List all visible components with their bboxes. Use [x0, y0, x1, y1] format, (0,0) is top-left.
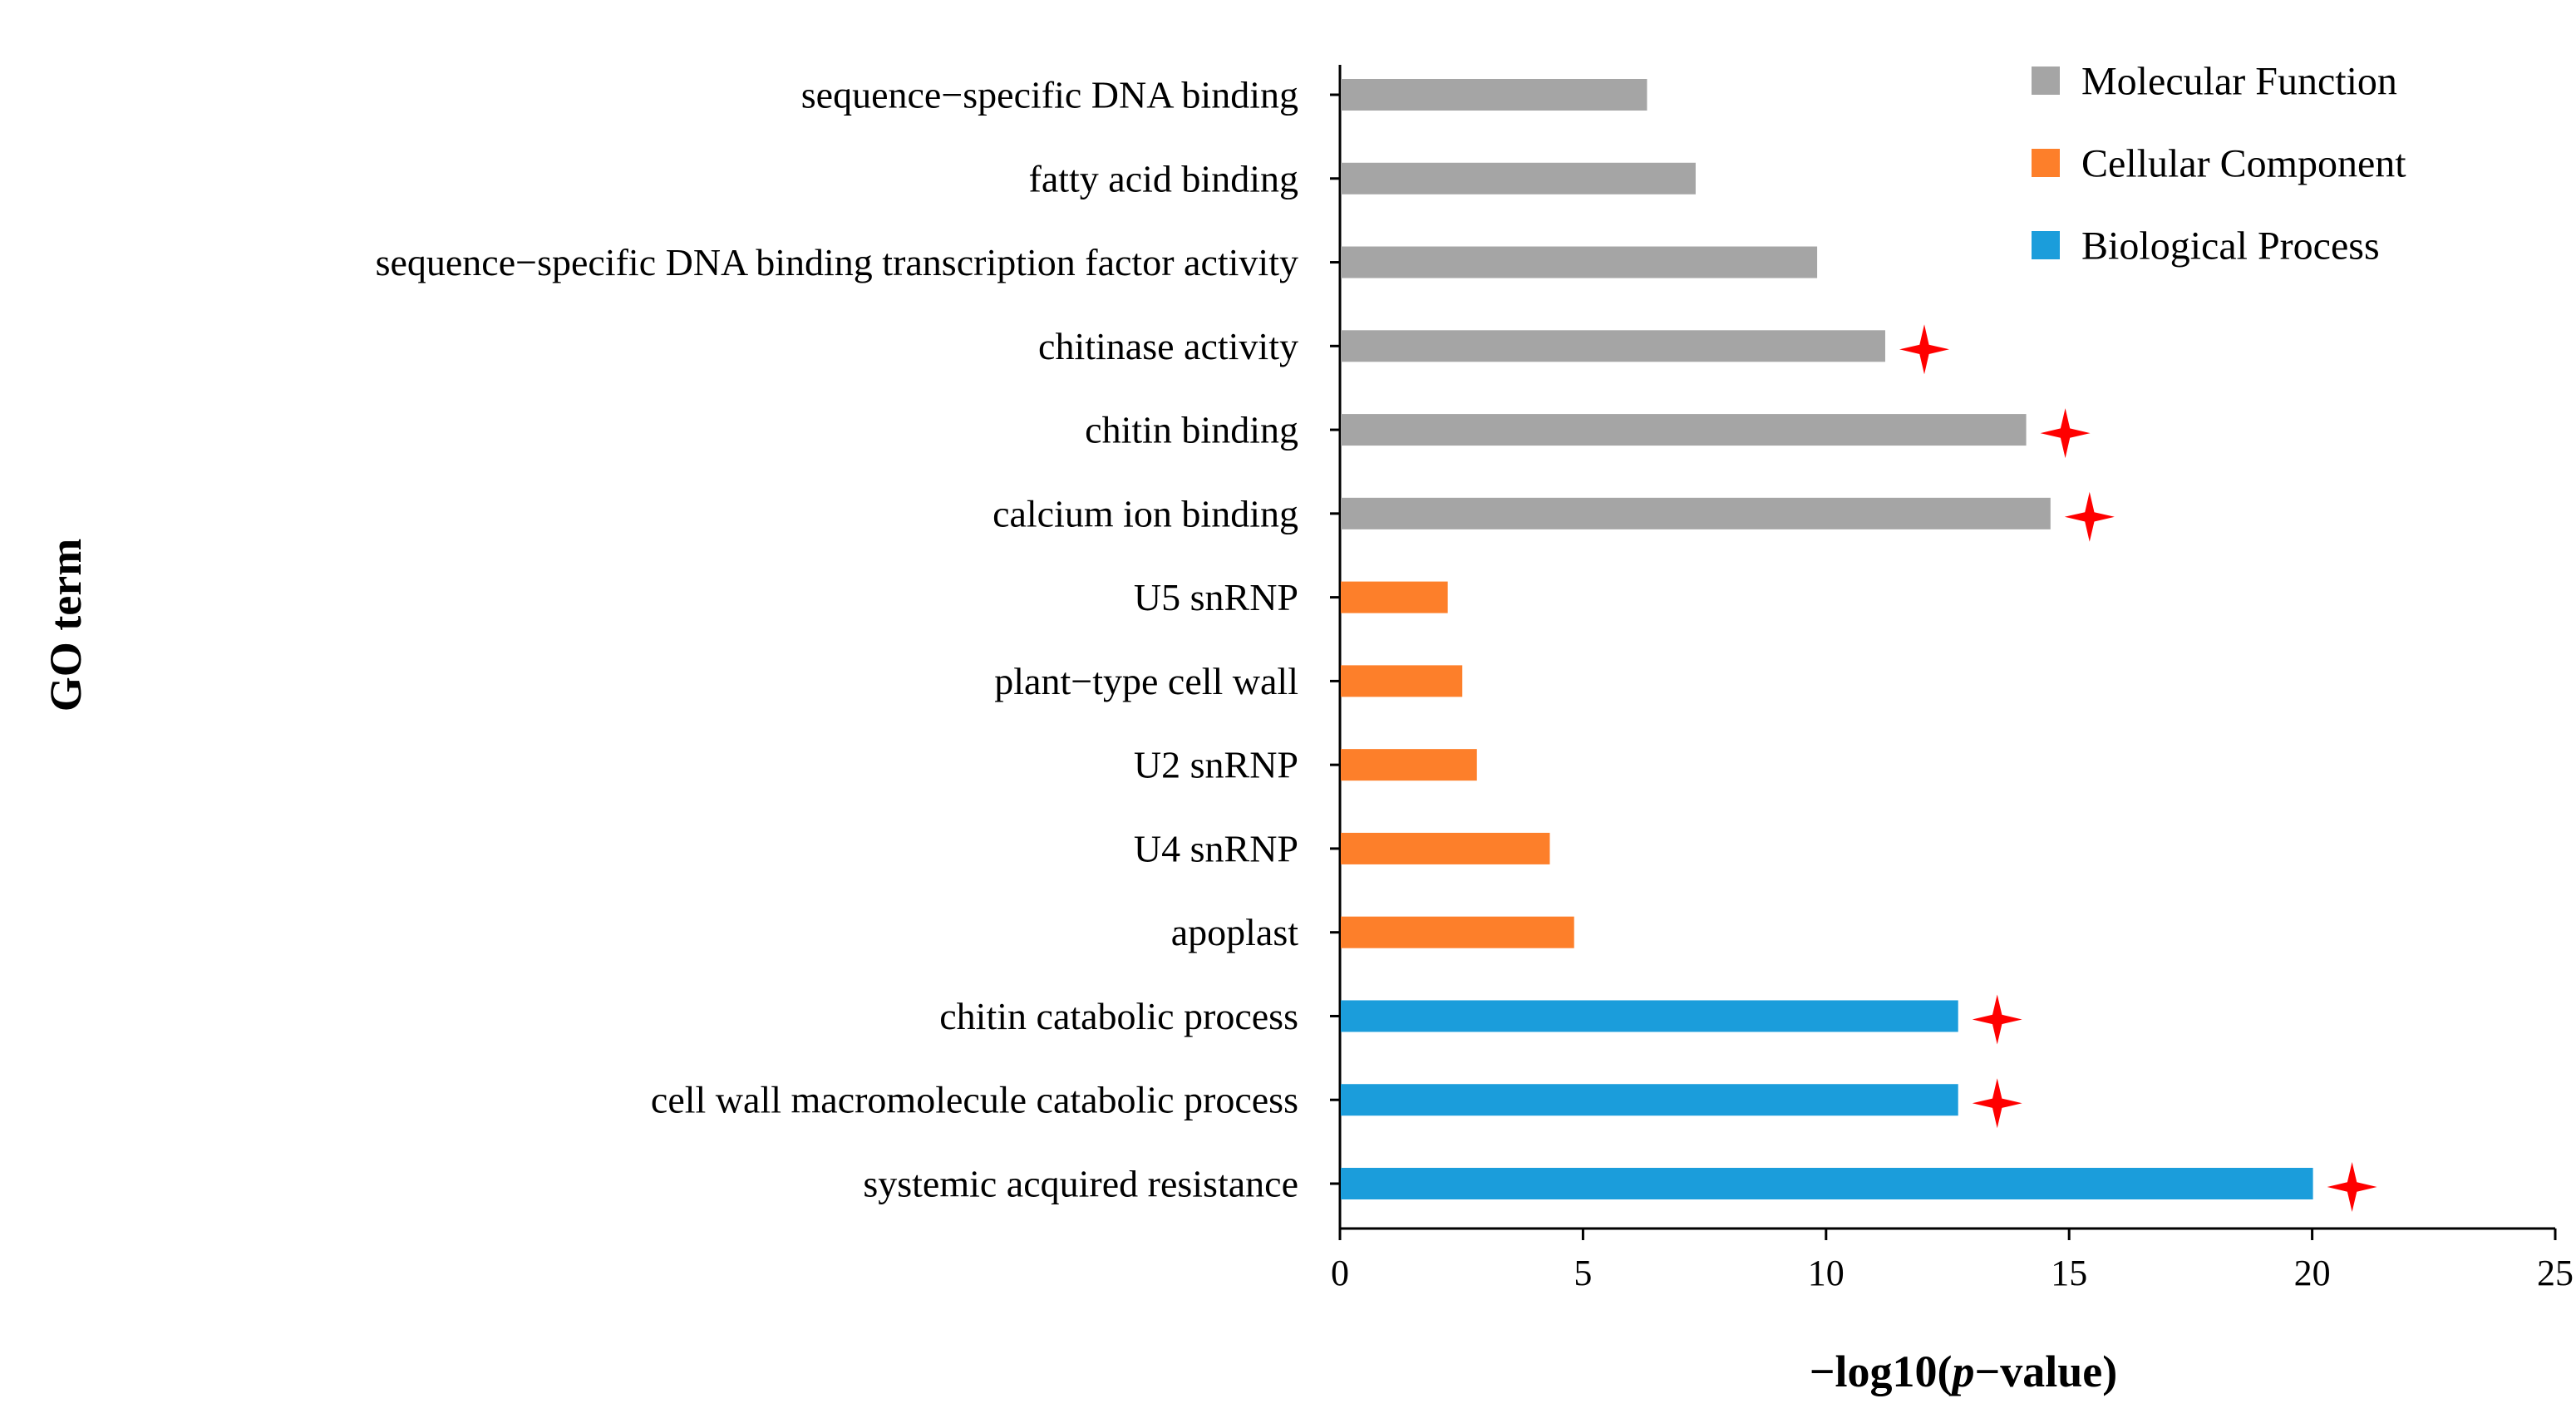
category-label: chitinase activity: [1038, 325, 1298, 367]
x-tick-label: 0: [1331, 1253, 1349, 1293]
bar: [1341, 581, 1448, 613]
category-label: U5 snRNP: [1134, 576, 1298, 618]
significance-star-icon: [1972, 1078, 2022, 1129]
legend: Molecular Function Cellular Component Biol…: [2032, 60, 2406, 268]
x-axis-title-suffix: −value): [1975, 1347, 2118, 1396]
category-label: systemic acquired resistance: [863, 1163, 1298, 1205]
bar: [1341, 246, 1818, 278]
category-label: chitin binding: [1085, 409, 1298, 451]
category-label: sequence−specific DNA binding transcript…: [376, 241, 1298, 283]
significance-star-icon: [2327, 1162, 2377, 1212]
plot-area: sequence−specific DNA binding fatty acid …: [376, 65, 2574, 1293]
bar: [1341, 414, 2027, 446]
x-tick-label: 20: [2294, 1253, 2331, 1293]
x-axis-title-prefix: −log10(: [1810, 1347, 1953, 1396]
category-label: U4 snRNP: [1134, 827, 1298, 869]
significance-star-icon: [1972, 994, 2022, 1045]
category-label: U2 snRNP: [1134, 744, 1298, 786]
bar: [1341, 1000, 1958, 1032]
legend-swatch: [2032, 231, 2060, 259]
category-label: apoplast: [1171, 911, 1299, 953]
bar: [1341, 916, 1574, 948]
category-label: sequence−specific DNA binding: [801, 74, 1298, 116]
bars-group: [1330, 79, 2313, 1199]
bar: [1341, 497, 2051, 529]
legend-label: Cellular Component: [2081, 142, 2406, 186]
x-axis-title-italic: p: [1949, 1347, 1975, 1396]
bar: [1341, 832, 1550, 864]
significance-star-icon: [2064, 491, 2115, 542]
category-label: chitin catabolic process: [939, 995, 1298, 1037]
bar: [1341, 665, 1463, 697]
category-label: fatty acid binding: [1029, 157, 1298, 199]
category-label: plant−type cell wall: [994, 660, 1298, 702]
significance-markers: [1899, 324, 2377, 1212]
category-label: cell wall macromolecule catabolic proces…: [651, 1079, 1298, 1121]
bar: [1341, 79, 1648, 111]
bar: [1341, 162, 1696, 195]
legend-swatch: [2032, 149, 2060, 177]
x-axis-title: −log10(p−value): [1810, 1347, 2118, 1396]
legend-label: Biological Process: [2081, 224, 2380, 268]
bar: [1341, 1084, 1958, 1116]
legend-label: Molecular Function: [2081, 60, 2397, 104]
bar: [1341, 749, 1477, 781]
category-label: calcium ion binding: [992, 492, 1298, 534]
legend-swatch: [2032, 66, 2060, 95]
significance-star-icon: [2040, 408, 2091, 459]
bar: [1341, 1168, 2313, 1199]
category-labels: sequence−specific DNA binding fatty acid …: [376, 74, 1299, 1205]
x-tick-label: 5: [1574, 1253, 1592, 1293]
x-tick-label: 25: [2537, 1253, 2574, 1293]
x-ticks: 0 5 10 15 20 25: [1331, 1229, 2574, 1293]
bar: [1341, 330, 1885, 362]
x-tick-label: 15: [2051, 1253, 2087, 1293]
y-axis-title: GO term: [41, 539, 91, 712]
x-tick-label: 10: [1808, 1253, 1845, 1293]
significance-star-icon: [1899, 324, 1949, 375]
